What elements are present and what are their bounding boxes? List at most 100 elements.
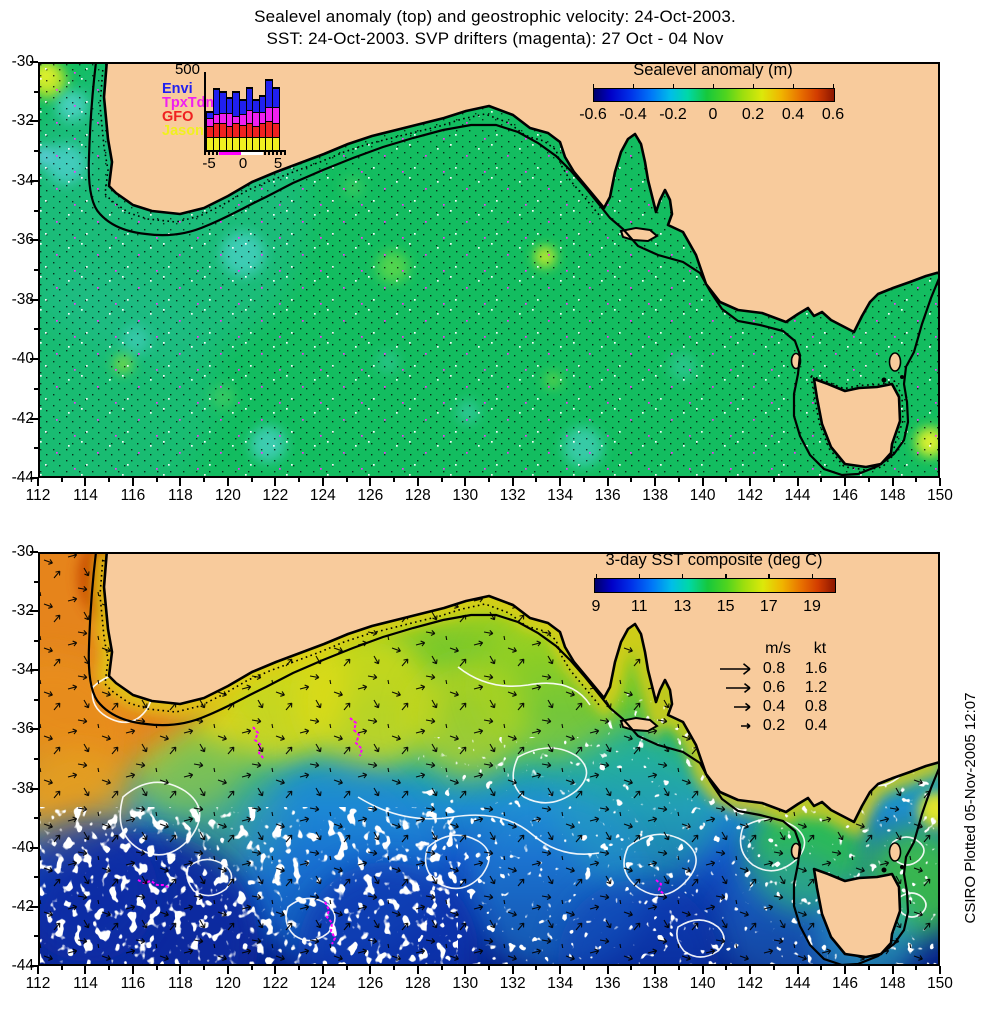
lon-label-bottom: 136	[594, 975, 621, 992]
lon-tick-minor	[582, 478, 585, 482]
australia-landmass	[102, 552, 940, 824]
histogram-segment-tpx	[220, 112, 226, 124]
lon-label-bottom: 124	[309, 975, 336, 992]
lon-tick-major	[606, 478, 609, 486]
vector-legend-row: 0.2 0.4	[708, 716, 878, 735]
lat-tick-major	[30, 61, 38, 63]
lon-tick-major	[321, 478, 324, 486]
lon-tick-major	[37, 966, 39, 974]
lon-tick-major	[559, 478, 562, 486]
lon-label-bottom: 116	[120, 975, 146, 992]
lon-label-top: 136	[594, 487, 621, 504]
histogram-bar	[225, 97, 234, 151]
histogram-segment-jason	[273, 137, 279, 150]
lon-label-top: 130	[452, 487, 479, 504]
lat-label-bottom: -44	[11, 957, 34, 974]
lon-tick-major	[891, 966, 894, 974]
hist-xtick-5: 5	[273, 155, 283, 172]
histogram-segment-jason	[266, 137, 273, 150]
sla-colorbar-title: Sealevel anomaly (m)	[633, 61, 793, 79]
lon-tick-minor	[393, 966, 396, 970]
lon-tick-major	[321, 966, 324, 974]
shelf-edge-contour	[87, 552, 940, 966]
lat-label-bottom: -36	[11, 720, 34, 738]
lat-tick-major	[30, 298, 38, 301]
lon-tick-minor	[108, 966, 111, 970]
histogram-segment-jason	[220, 137, 226, 150]
lat-tick-major	[30, 417, 38, 420]
lat-tick-major	[30, 728, 38, 731]
lat-label-top: -36	[11, 231, 34, 249]
vector-speed-kt: 0.4	[804, 716, 828, 734]
histogram-strip-magenta	[219, 152, 241, 155]
histogram-segment-tpx	[246, 110, 253, 123]
lon-tick-minor	[867, 966, 870, 970]
lon-label-top: 140	[689, 487, 716, 504]
lon-label-top: 122	[262, 487, 289, 504]
lon-tick-minor	[60, 478, 63, 482]
lon-tick-minor	[298, 966, 301, 970]
histogram-segment-jason	[240, 137, 246, 150]
lon-tick-minor	[915, 478, 918, 482]
lon-label-top: 126	[357, 487, 384, 504]
lon-tick-major	[274, 966, 277, 974]
plot-credit: CSIRO Plotted 05-Nov-2005 12:07	[962, 692, 979, 924]
lon-tick-major	[654, 966, 657, 974]
lon-label-bottom: 144	[784, 975, 811, 992]
lon-tick-minor	[630, 478, 633, 482]
lon-tick-minor	[108, 478, 111, 482]
coast-dotted-fringe	[99, 69, 601, 223]
flinders-island	[888, 842, 902, 862]
lat-label-bottom: -38	[11, 779, 34, 797]
histogram-segment-gfo	[266, 121, 273, 137]
lon-tick-major	[416, 966, 419, 974]
lon-label-top: 150	[927, 487, 953, 504]
lat-tick-major	[30, 120, 38, 123]
lon-tick-major	[891, 478, 894, 486]
histogram-segment-gfo	[246, 122, 253, 137]
lon-label-bottom: 134	[547, 975, 574, 992]
histogram-segment-envi	[266, 80, 273, 108]
lon-tick-major	[939, 966, 941, 974]
lon-label-bottom: 112	[25, 975, 51, 992]
lon-tick-major	[226, 966, 229, 974]
vector-arrow-icon	[734, 702, 751, 711]
vector-arrow-icon	[741, 722, 751, 729]
figure-title-line2: SST: 24-Oct-2003. SVP drifters (magenta)…	[266, 29, 724, 48]
lon-tick-minor	[155, 966, 158, 970]
lon-tick-minor	[488, 966, 490, 970]
lon-tick-minor	[867, 478, 870, 482]
lon-label-top: 144	[784, 487, 811, 504]
lon-tick-minor	[393, 478, 396, 482]
lon-tick-major	[131, 966, 134, 974]
lat-label-top: -34	[11, 171, 34, 189]
histogram-segment-envi	[207, 112, 213, 118]
lat-label-bottom: -30	[11, 543, 34, 560]
lat-label-top: -38	[11, 290, 34, 308]
lon-label-top: 138	[642, 487, 669, 504]
histogram-segment-tpx	[253, 111, 259, 127]
histogram-ymax-label: 500	[174, 61, 200, 78]
lon-tick-major	[37, 478, 39, 486]
lon-tick-minor	[630, 966, 633, 970]
lon-label-top: 120	[214, 487, 241, 504]
histogram-bar	[265, 79, 274, 151]
vector-legend-row: 0.4 0.8	[708, 697, 878, 716]
lon-tick-major	[796, 966, 799, 974]
vector-scale-legend: m/s kt 0.8 1.6 0.6 1.2 0.4 0.8 0.2 0.4	[708, 640, 878, 735]
lon-tick-minor	[155, 478, 158, 482]
vector-arrow-icon	[726, 682, 751, 693]
histogram-segment-jason	[259, 137, 266, 150]
vector-legend-kt-header: kt	[813, 640, 827, 657]
lon-tick-minor	[203, 478, 206, 482]
histogram-segment-gfo	[253, 126, 259, 137]
lon-label-top: 146	[832, 487, 858, 504]
histogram-segment-gfo	[273, 122, 279, 137]
lat-label-top: -40	[11, 350, 34, 368]
histogram-segment-tpx	[213, 114, 220, 124]
lon-label-top: 114	[73, 487, 98, 504]
lon-tick-major	[226, 478, 229, 486]
lon-label-top: 124	[309, 487, 336, 504]
histogram-segment-envi	[273, 87, 279, 107]
lon-label-bottom: 122	[262, 975, 289, 992]
